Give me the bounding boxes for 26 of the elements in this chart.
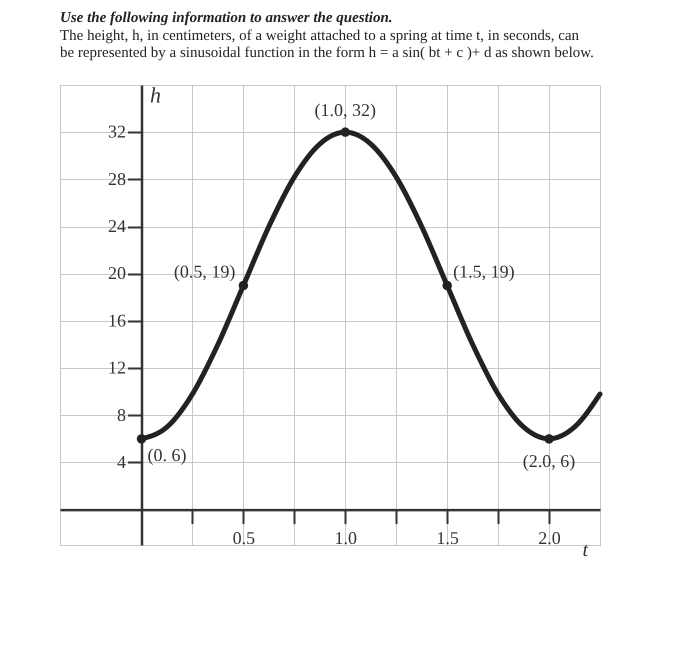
y-tick-label: 12	[108, 358, 126, 378]
y-tick-label: 20	[108, 263, 126, 284]
y-tick-label: 8	[117, 404, 126, 425]
point	[340, 127, 350, 137]
annotation: (0.5, 19)	[174, 262, 236, 282]
annotation: (0. 6)	[148, 444, 187, 465]
y-tick-label: 16	[108, 310, 126, 330]
y-tick-label: 28	[108, 168, 126, 189]
y-tick-label: 32	[108, 122, 126, 142]
x-tick-label: 0.5	[232, 528, 256, 548]
x-tick-label: 1.0	[334, 528, 358, 548]
chart-title: Use the following information to answer the question.	[60, 10, 393, 26]
annotation: (1.0, 32)	[314, 100, 376, 120]
x-tick-label: 1.5	[436, 528, 459, 548]
point	[136, 434, 146, 444]
x-tick-label: 2.0	[538, 528, 561, 548]
y-tick-label: 24	[108, 216, 126, 236]
x-axis-title: t	[582, 539, 588, 562]
point	[544, 434, 554, 444]
annotation: (2.0, 6)	[522, 450, 576, 471]
point	[238, 280, 248, 290]
y-tick-label: 4	[117, 452, 126, 472]
point	[442, 280, 452, 290]
y-axis-title: h	[150, 82, 162, 108]
annotation: (1.5, 19)	[453, 262, 515, 282]
chart-subtitle: The height, h, in centimeters, of a weight attached to a spring at time t, in seconds, can be represented by a sinusoidal function in the form h = a sin( bt + c )+ d as shown below.	[60, 28, 594, 61]
